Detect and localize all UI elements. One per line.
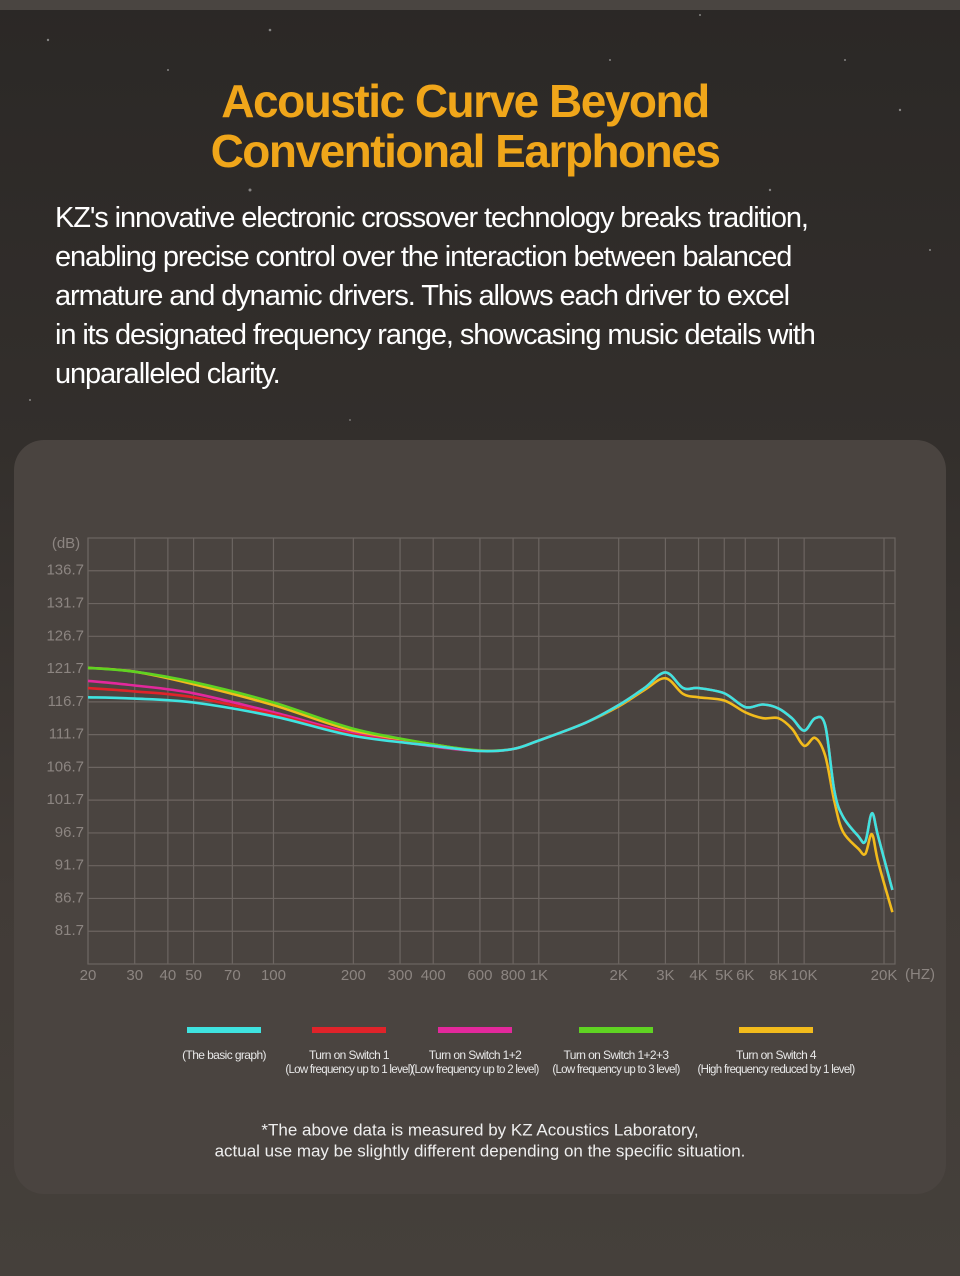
legend-label: (The basic graph) <box>182 1048 266 1062</box>
legend-swatch <box>739 1027 813 1033</box>
body-text: unparalleled clarity. <box>55 358 281 390</box>
x-tick-label: 70 <box>224 967 241 984</box>
x-tick-label: 600 <box>467 967 492 984</box>
legend-swatch <box>579 1027 653 1033</box>
legend-swatch <box>438 1027 512 1033</box>
x-tick-label: 100 <box>261 967 286 984</box>
x-tick-label: 8K <box>769 967 787 984</box>
x-tick-label: 200 <box>341 967 366 984</box>
footnote: *The above data is measured by KZ Acoust… <box>261 1120 698 1139</box>
y-tick-label: 106.7 <box>46 758 84 775</box>
plot: 81.7 86.7 91.7 96.7 101.7 106.7 111.7 116.7 121.… <box>46 537 898 984</box>
y-tick-label: 116.7 <box>48 693 84 710</box>
y-tick-label: 86.7 <box>55 889 84 906</box>
body-text: in its designated frequency range, showc… <box>55 319 816 351</box>
body-text: enabling precise control over the intera… <box>55 241 792 273</box>
x-tick-label: 2K <box>609 967 627 984</box>
y-tick-label: 126.7 <box>46 627 84 644</box>
legend-description: (Low frequency up to 3 level) <box>552 1064 680 1076</box>
series-line <box>87 671 894 891</box>
y-tick-label: 96.7 <box>55 824 84 841</box>
title: Conventional Earphones <box>210 125 721 177</box>
legend-description: (High frequency reduced by 1 level) <box>697 1064 855 1076</box>
x-tick-label: 5K <box>715 967 733 984</box>
stars <box>29 14 931 421</box>
x-tick-label: 4K <box>689 967 707 984</box>
legend-label: Turn on Switch 1 <box>309 1048 390 1062</box>
y-tick-label: 101.7 <box>46 791 84 808</box>
x-tick-label: 20 <box>80 967 97 984</box>
legend-swatch <box>312 1027 386 1033</box>
legend-swatch <box>187 1027 261 1033</box>
top-bar <box>0 0 960 10</box>
y-tick-label: 91.7 <box>55 857 84 874</box>
body-text: KZ's innovative electronic crossover tec… <box>55 202 809 234</box>
x-axis-label: (HZ) <box>905 966 935 983</box>
legend-description: (Low frequency up to 1 level) <box>285 1064 413 1076</box>
body-text: armature and dynamic drivers. This allow… <box>55 280 790 312</box>
y-axis-label: (dB) <box>52 535 80 552</box>
x-tick-label: 50 <box>185 967 202 984</box>
title: Acoustic Curve Beyond <box>221 75 710 127</box>
x-tick-label: 1K <box>530 967 548 984</box>
x-tick-label: 30 <box>126 967 143 984</box>
y-tick-label: 81.7 <box>55 922 84 939</box>
y-tick-label: 131.7 <box>46 595 84 612</box>
x-tick-label: 800 <box>501 967 526 984</box>
legend-description: (Low frequency up to 2 level) <box>411 1064 539 1076</box>
legend-label: Turn on Switch 1+2+3 <box>564 1048 670 1062</box>
y-tick-label: 121.7 <box>46 660 84 677</box>
x-tick-label: 20K <box>871 967 898 984</box>
y-tick-label: 111.7 <box>49 726 84 743</box>
footnote: actual use may be slightly different dep… <box>215 1141 746 1160</box>
x-tick-label: 10K <box>791 967 818 984</box>
x-tick-label: 400 <box>421 967 446 984</box>
x-tick-label: 300 <box>388 967 413 984</box>
x-tick-label: 40 <box>160 967 177 984</box>
x-tick-label: 3K <box>656 967 674 984</box>
legend-label: Turn on Switch 4 <box>736 1048 817 1062</box>
legend-label: Turn on Switch 1+2 <box>429 1048 522 1062</box>
y-tick-label: 136.7 <box>46 562 84 579</box>
x-tick-label: 6K <box>736 967 754 984</box>
